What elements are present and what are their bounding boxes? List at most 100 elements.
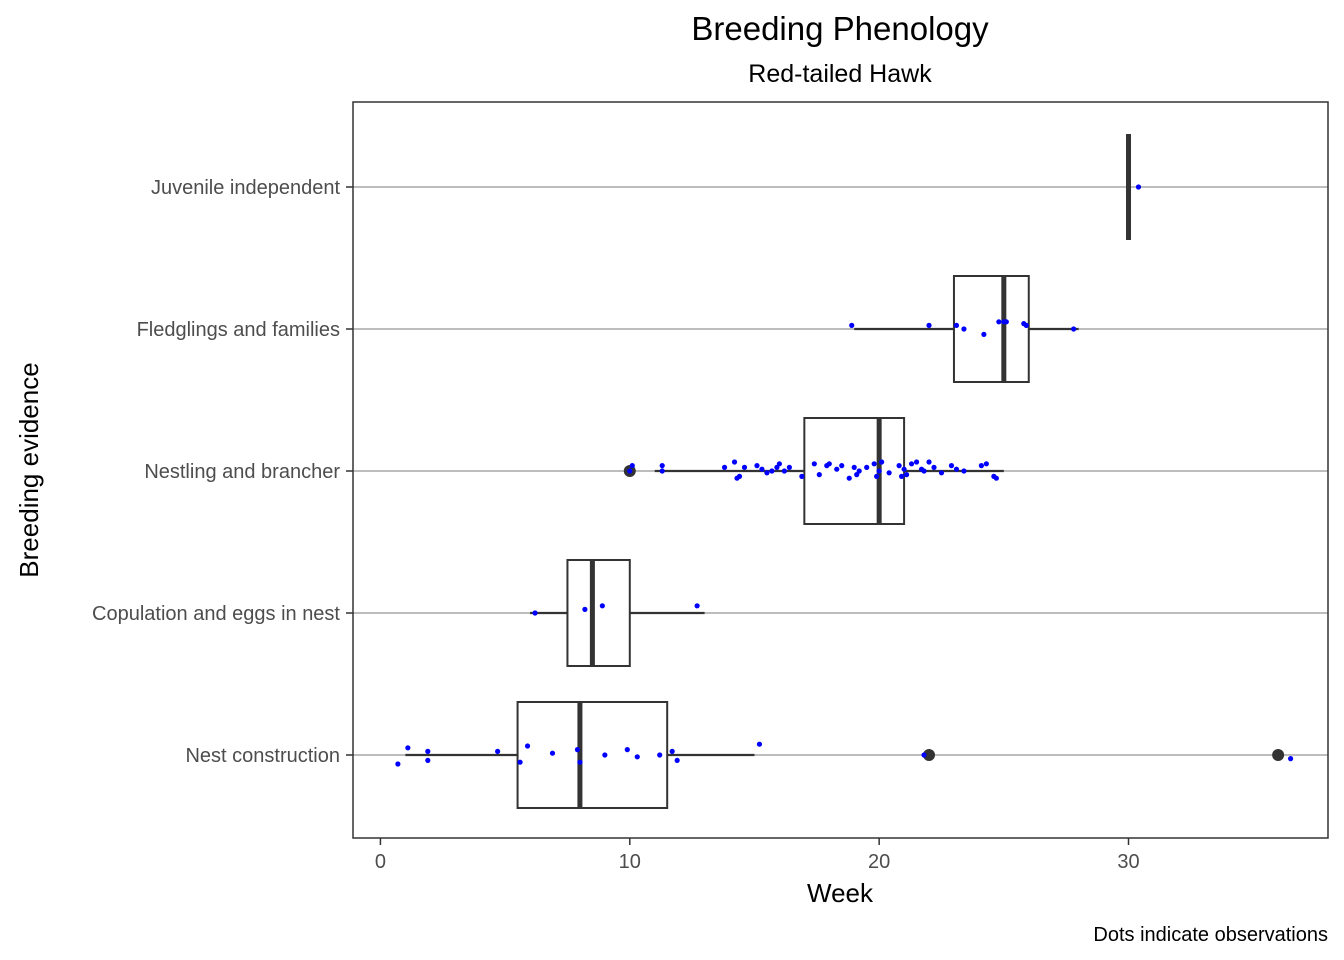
observation-point — [921, 468, 927, 474]
observation-point — [1071, 326, 1077, 332]
x-tick-label: 10 — [619, 851, 641, 873]
observation-point — [721, 464, 728, 470]
observations-fledglings-and-families — [849, 319, 1077, 337]
observations-juvenile-independent — [1135, 184, 1142, 190]
observation-point — [953, 466, 960, 472]
observation-point — [1023, 322, 1029, 328]
y-tick-label-copulation-and-eggs-in-nest: Copulation and eggs in nest — [92, 603, 340, 625]
observation-point — [981, 331, 987, 337]
observation-point — [846, 475, 852, 481]
observation-point — [953, 322, 960, 328]
y-axis-title: Breeding evidence — [14, 362, 44, 577]
observation-point — [1003, 319, 1009, 325]
observation-point — [896, 463, 902, 469]
observation-point — [756, 741, 763, 747]
chart-subtitle: Red-tailed Hawk — [748, 60, 932, 88]
observation-point — [926, 322, 932, 328]
observation-point — [978, 463, 984, 469]
observation-point — [694, 603, 700, 609]
observation-point — [627, 468, 633, 474]
observation-point — [634, 754, 640, 760]
observation-point — [903, 472, 910, 478]
observation-point — [741, 464, 748, 470]
observation-point — [736, 473, 743, 479]
observation-point — [786, 464, 792, 470]
observation-point — [657, 752, 663, 758]
observation-point — [983, 461, 989, 467]
observation-point — [921, 752, 927, 758]
observation-point — [871, 461, 877, 467]
observation-point — [874, 473, 880, 479]
observation-point — [908, 461, 915, 467]
x-axis-title: Week — [807, 878, 874, 908]
boxplot-nestling-and-brancher — [623, 417, 1004, 525]
observation-point — [913, 459, 920, 465]
observation-point — [629, 463, 635, 469]
observations-copulation-and-eggs-in-nest — [532, 603, 700, 616]
plot-panel-border — [352, 101, 1329, 839]
observation-point — [776, 461, 783, 467]
observation-point — [1135, 184, 1142, 190]
observation-point — [769, 468, 775, 474]
x-tick-label: 0 — [375, 851, 386, 873]
observation-point — [834, 466, 840, 472]
observation-point — [781, 468, 787, 474]
observation-point — [826, 461, 832, 467]
observation-point — [599, 603, 605, 609]
observation-point — [659, 463, 665, 469]
outlier-point — [923, 749, 936, 761]
observation-point — [931, 464, 937, 470]
y-tick-label-juvenile-independent: Juvenile independent — [151, 177, 340, 199]
x-axis: 0 10 20 30 — [375, 838, 1140, 873]
interquartile-box — [566, 559, 631, 667]
observation-point — [1287, 756, 1294, 762]
observation-point — [624, 747, 630, 753]
y-axis: Nest construction Copulation and eggs in … — [92, 177, 353, 767]
observation-point — [864, 464, 870, 470]
observation-point — [799, 473, 805, 479]
observation-point — [731, 459, 738, 465]
observation-point — [993, 475, 999, 481]
observation-point — [948, 463, 955, 469]
observation-point — [674, 757, 680, 764]
x-tick-label: 30 — [1117, 851, 1139, 873]
y-tick-label-nestling-and-brancher: Nestling and brancher — [144, 461, 340, 483]
boxplots — [405, 134, 1285, 809]
x-tick-label: 20 — [868, 851, 890, 873]
observation-point — [574, 747, 581, 753]
observation-point — [602, 752, 608, 758]
observation-point — [961, 326, 967, 332]
observation-point — [901, 466, 907, 472]
observation-point — [659, 468, 665, 474]
interquartile-box — [516, 701, 669, 809]
observation-point — [754, 463, 760, 469]
observation-point — [938, 470, 945, 476]
observation-point — [886, 470, 892, 476]
observation-point — [926, 459, 932, 465]
observation-point — [961, 468, 967, 474]
observation-point — [879, 459, 885, 465]
observation-point — [405, 745, 411, 751]
observation-point — [517, 759, 523, 765]
observation-point — [425, 748, 431, 755]
observation-point — [395, 761, 401, 767]
observation-point — [549, 750, 556, 756]
observation-point — [839, 463, 845, 469]
caption: Dots indicate observations — [1093, 924, 1328, 946]
observation-point — [849, 322, 855, 328]
chart-title: Breeding Phenology — [691, 10, 989, 47]
observation-point — [764, 470, 770, 476]
y-tick-label-nest-construction: Nest construction — [185, 745, 340, 767]
observation-dots — [395, 184, 1294, 767]
observation-point — [996, 319, 1002, 325]
observations-nest-construction — [395, 741, 1294, 767]
observation-point — [532, 610, 538, 616]
observation-point — [856, 468, 862, 474]
observation-point — [577, 759, 583, 765]
observation-point — [811, 461, 817, 467]
observations-nestling-and-brancher — [627, 459, 999, 481]
observation-point — [816, 472, 822, 478]
boxplot-nest-construction — [405, 701, 1285, 809]
y-tick-label-fledglings-and-families: Fledglings and families — [137, 319, 340, 341]
observation-point — [524, 743, 531, 749]
